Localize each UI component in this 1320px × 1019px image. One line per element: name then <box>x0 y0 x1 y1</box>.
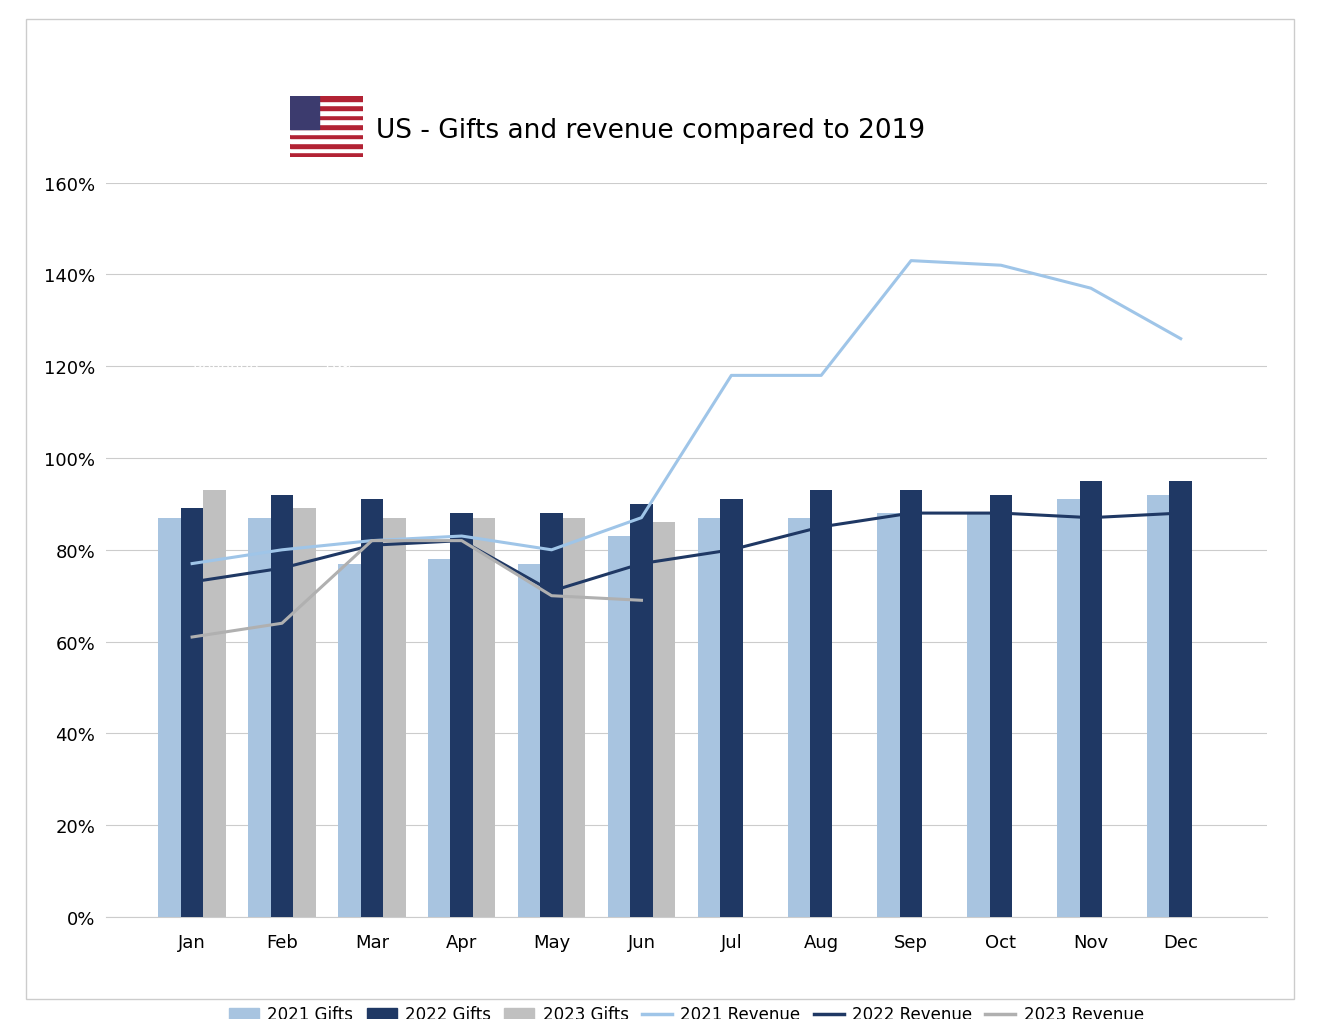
Bar <box>517 565 540 917</box>
Bar <box>698 518 721 917</box>
Bar <box>290 102 363 106</box>
2022 Revenue <box>723 544 739 556</box>
Bar <box>540 514 562 917</box>
Text: Revenue: Revenue <box>193 361 259 376</box>
Bar <box>271 495 293 917</box>
Bar <box>1147 495 1170 917</box>
Bar <box>900 491 923 917</box>
2023 Revenue <box>544 590 560 602</box>
2022 Revenue <box>634 558 649 571</box>
Bar <box>290 115 363 120</box>
2021 Revenue <box>454 530 470 542</box>
Bar <box>290 120 363 125</box>
Bar <box>203 491 226 917</box>
Bar <box>290 111 363 115</box>
2022 Revenue <box>364 540 380 552</box>
Bar <box>360 500 383 917</box>
2022 Revenue <box>813 521 829 534</box>
Bar <box>290 106 363 111</box>
2021 Revenue <box>813 370 829 382</box>
Bar <box>630 504 652 917</box>
Bar <box>383 518 405 917</box>
2021 Revenue <box>903 256 919 268</box>
2021 Revenue <box>544 544 560 556</box>
2022 Revenue <box>544 585 560 597</box>
Bar <box>450 514 473 917</box>
Bar <box>290 153 363 158</box>
2021 Revenue <box>1082 282 1098 296</box>
2022 Revenue <box>903 507 919 520</box>
Bar <box>248 518 271 917</box>
2021 Revenue <box>364 535 380 547</box>
Line: 2021 Revenue: 2021 Revenue <box>193 262 1180 565</box>
Bar <box>810 491 833 917</box>
Line: 2023 Revenue: 2023 Revenue <box>193 541 642 638</box>
Bar <box>1170 481 1192 917</box>
Bar <box>428 559 450 917</box>
Bar <box>721 500 743 917</box>
2023 Revenue <box>634 594 649 606</box>
Bar <box>1057 500 1080 917</box>
Bar <box>290 97 319 129</box>
Text: Gifts: Gifts <box>193 324 227 338</box>
Bar <box>878 514 900 917</box>
Text: 2023 v. 2019 YTD:: 2023 v. 2019 YTD: <box>193 286 348 301</box>
Legend: 2021 Gifts, 2022 Gifts, 2023 Gifts, 2021 Revenue, 2022 Revenue, 2023 Revenue: 2021 Gifts, 2022 Gifts, 2023 Gifts, 2021… <box>222 999 1151 1019</box>
Bar <box>968 514 990 917</box>
Bar <box>290 129 363 135</box>
Bar <box>290 135 363 140</box>
Bar <box>290 97 363 102</box>
2023 Revenue <box>275 618 290 630</box>
2023 Revenue <box>364 535 380 547</box>
Text: -19%: -19% <box>317 361 356 376</box>
Bar <box>290 125 363 129</box>
2021 Revenue <box>185 558 201 571</box>
2021 Revenue <box>275 544 290 556</box>
Text: -9%: -9% <box>317 324 347 338</box>
2022 Revenue <box>993 507 1008 520</box>
Text: US - Gifts and revenue compared to 2019: US - Gifts and revenue compared to 2019 <box>376 117 925 144</box>
2022 Revenue <box>1082 512 1098 524</box>
Bar <box>158 518 181 917</box>
Bar <box>990 495 1012 917</box>
Bar <box>181 510 203 917</box>
2021 Revenue <box>723 370 739 382</box>
Bar <box>562 518 585 917</box>
2021 Revenue <box>1172 333 1188 345</box>
2021 Revenue <box>634 512 649 524</box>
2022 Revenue <box>454 535 470 547</box>
2023 Revenue <box>454 535 470 547</box>
Bar <box>607 536 630 917</box>
Bar <box>1080 481 1102 917</box>
2022 Revenue <box>1172 507 1188 520</box>
Bar <box>290 149 363 153</box>
2023 Revenue <box>185 631 201 644</box>
Bar <box>290 140 363 144</box>
2021 Revenue <box>993 260 1008 272</box>
Bar <box>338 565 360 917</box>
Line: 2022 Revenue: 2022 Revenue <box>193 514 1180 591</box>
2022 Revenue <box>185 576 201 588</box>
Bar <box>473 518 495 917</box>
Bar <box>652 523 675 917</box>
Bar <box>788 518 810 917</box>
Bar <box>293 510 315 917</box>
Bar <box>290 144 363 149</box>
2022 Revenue <box>275 562 290 575</box>
